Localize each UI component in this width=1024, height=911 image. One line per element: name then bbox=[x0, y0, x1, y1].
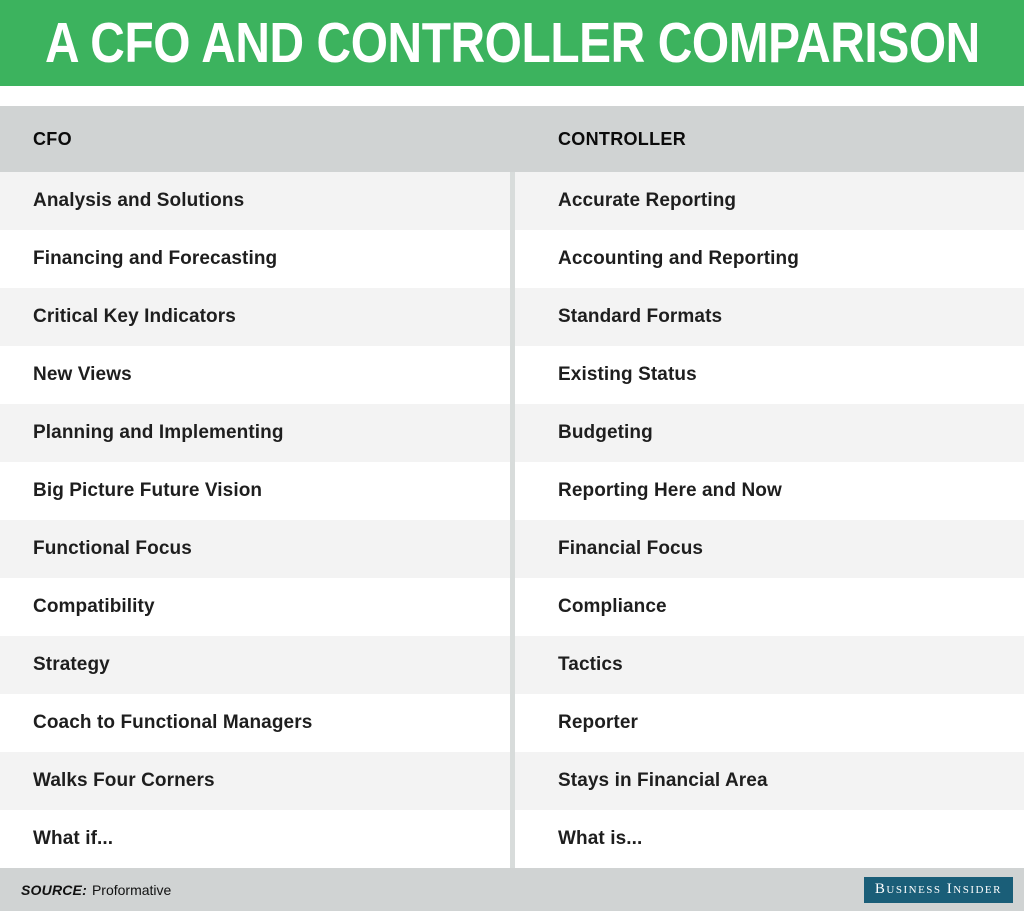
cfo-cell: Financing and Forecasting bbox=[0, 230, 510, 288]
controller-cell: Reporting Here and Now bbox=[515, 462, 1024, 520]
controller-cell: Existing Status bbox=[515, 346, 1024, 404]
controller-cell: Compliance bbox=[515, 578, 1024, 636]
source-credit: SOURCE: Proformative bbox=[21, 882, 171, 898]
controller-cell: Financial Focus bbox=[515, 520, 1024, 578]
page-title: A CFO AND CONTROLLER COMPARISON bbox=[44, 11, 980, 75]
controller-cell: Accounting and Reporting bbox=[515, 230, 1024, 288]
cfo-cell: Planning and Implementing bbox=[0, 404, 510, 462]
source-label: SOURCE: bbox=[21, 881, 87, 898]
footer-bar: SOURCE: Proformative Business Insider bbox=[0, 868, 1024, 911]
cfo-cell: What if... bbox=[0, 810, 510, 868]
spacer bbox=[0, 86, 1024, 106]
controller-cell: Budgeting bbox=[515, 404, 1024, 462]
comparison-table: Analysis and Solutions Financing and For… bbox=[0, 172, 1024, 868]
cfo-cell: Analysis and Solutions bbox=[0, 172, 510, 230]
controller-cell: What is... bbox=[515, 810, 1024, 868]
cfo-cell: Compatibility bbox=[0, 578, 510, 636]
controller-cell: Stays in Financial Area bbox=[515, 752, 1024, 810]
cfo-column: Analysis and Solutions Financing and For… bbox=[0, 172, 510, 868]
column-header-cfo: CFO bbox=[33, 128, 72, 149]
cfo-cell: Big Picture Future Vision bbox=[0, 462, 510, 520]
column-header-bar: CFO CONTROLLER bbox=[0, 106, 1024, 172]
cfo-cell: Coach to Functional Managers bbox=[0, 694, 510, 752]
source-value: Proformative bbox=[91, 881, 172, 898]
cfo-cell: New Views bbox=[0, 346, 510, 404]
controller-column: Accurate Reporting Accounting and Report… bbox=[515, 172, 1024, 868]
column-header-controller: CONTROLLER bbox=[558, 128, 686, 149]
controller-cell: Standard Formats bbox=[515, 288, 1024, 346]
controller-cell: Tactics bbox=[515, 636, 1024, 694]
title-banner: A CFO AND CONTROLLER COMPARISON bbox=[0, 0, 1024, 86]
business-insider-badge: Business Insider bbox=[863, 876, 1013, 903]
cfo-cell: Strategy bbox=[0, 636, 510, 694]
column-divider bbox=[510, 172, 515, 868]
cfo-cell: Functional Focus bbox=[0, 520, 510, 578]
cfo-cell: Critical Key Indicators bbox=[0, 288, 510, 346]
controller-cell: Accurate Reporting bbox=[515, 172, 1024, 230]
cfo-cell: Walks Four Corners bbox=[0, 752, 510, 810]
controller-cell: Reporter bbox=[515, 694, 1024, 752]
